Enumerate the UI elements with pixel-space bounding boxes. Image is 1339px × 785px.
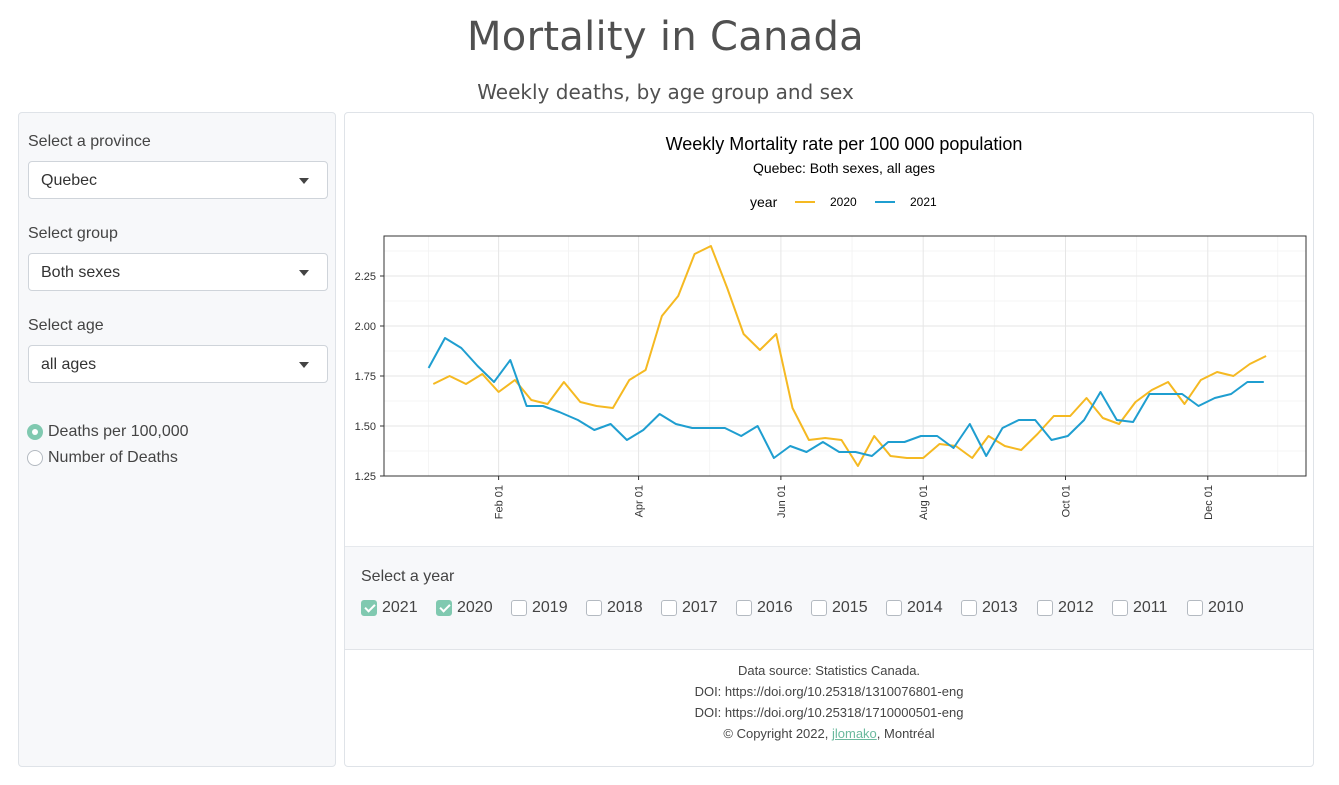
legend-label-2020: 2020 xyxy=(830,195,857,209)
year-checkbox-2021[interactable]: 2021 xyxy=(361,597,436,619)
year-checkbox-group: 2021 2020 2019 2018 2017 2016 2015 2014 2013 2012… xyxy=(361,597,1262,619)
checkbox-unchecked-icon[interactable] xyxy=(886,600,902,616)
chart-grid-major xyxy=(384,236,1306,477)
year-checkbox-label: 2019 xyxy=(532,599,568,616)
age-label: Select age xyxy=(28,317,104,334)
year-checkbox-label: 2013 xyxy=(982,599,1018,616)
year-checkbox-2020[interactable]: 2020 xyxy=(436,597,511,619)
year-checkbox-label: 2021 xyxy=(382,599,418,616)
checkbox-unchecked-icon[interactable] xyxy=(811,600,827,616)
radio-number-of-deaths[interactable]: Number of Deaths xyxy=(27,447,178,469)
group-select[interactable]: Both sexes xyxy=(28,253,328,291)
province-select[interactable]: Quebec xyxy=(28,161,328,199)
checkbox-checked-icon[interactable] xyxy=(436,600,452,616)
footer-doi-2: DOI: https://doi.org/10.25318/1710000501… xyxy=(694,705,964,720)
year-selector-panel: Select a year 2021 2020 2019 2018 2017 2016 20… xyxy=(345,546,1313,650)
plot-border xyxy=(383,235,1307,477)
year-checkbox-2010[interactable]: 2010 xyxy=(1187,597,1262,619)
x-tick-label: Feb 01 xyxy=(494,485,506,519)
copyright-suffix: , Montréal xyxy=(876,726,935,741)
x-tick-label: Oct 01 xyxy=(1060,485,1072,517)
year-checkbox-2017[interactable]: 2017 xyxy=(661,597,736,619)
x-tick-label: Apr 01 xyxy=(634,485,646,517)
year-checkbox-label: 2016 xyxy=(757,599,793,616)
checkbox-unchecked-icon[interactable] xyxy=(1187,600,1203,616)
caret-down-icon xyxy=(299,178,309,184)
chart-title: Weekly Mortality rate per 100 000 popula… xyxy=(666,134,1023,154)
legend-label-2021: 2021 xyxy=(910,195,937,209)
caret-down-icon xyxy=(299,362,309,368)
footer-copyright: © Copyright 2022, jlomako, Montréal xyxy=(345,723,1313,744)
footer: Data source: Statistics Canada. DOI: htt… xyxy=(345,660,1313,744)
checkbox-checked-icon[interactable] xyxy=(361,600,377,616)
x-tick-label: Jun 01 xyxy=(776,485,788,518)
y-tick-label: 1.25 xyxy=(355,471,376,483)
radio-unchecked-icon[interactable] xyxy=(27,450,43,466)
y-tick-label: 1.50 xyxy=(355,421,376,433)
year-checkbox-label: 2015 xyxy=(832,599,868,616)
year-checkbox-label: 2020 xyxy=(457,599,493,616)
checkbox-unchecked-icon[interactable] xyxy=(586,600,602,616)
group-select-value: Both sexes xyxy=(41,264,121,281)
y-tick-label: 2.25 xyxy=(355,271,376,283)
year-checkbox-label: 2014 xyxy=(907,599,943,616)
year-checkbox-2012[interactable]: 2012 xyxy=(1037,597,1112,619)
province-label: Select a province xyxy=(28,133,151,150)
age-select-value: all ages xyxy=(41,356,97,373)
radio-label: Number of Deaths xyxy=(48,449,178,466)
year-checkbox-label: 2011 xyxy=(1133,599,1168,616)
province-select-value: Quebec xyxy=(41,172,98,189)
series-line-2020 xyxy=(432,245,1267,467)
year-selector-label: Select a year xyxy=(361,568,455,585)
y-tick-label: 1.75 xyxy=(355,371,376,383)
checkbox-unchecked-icon[interactable] xyxy=(1037,600,1053,616)
mortality-chart: Weekly Mortality rate per 100 000 popula… xyxy=(355,134,1307,520)
x-tick-label: Dec 01 xyxy=(1203,485,1215,520)
page-subtitle: Weekly deaths, by age group and sex xyxy=(477,80,854,104)
radio-checked-icon[interactable] xyxy=(27,424,43,440)
series-line-2021 xyxy=(427,337,1264,459)
year-checkbox-label: 2017 xyxy=(682,599,718,616)
year-checkbox-label: 2010 xyxy=(1208,599,1244,616)
y-axis: 1.25 1.50 1.75 2.00 2.25 xyxy=(355,271,384,483)
checkbox-unchecked-icon[interactable] xyxy=(736,600,752,616)
year-checkbox-2011[interactable]: 2011 xyxy=(1112,597,1187,619)
age-select[interactable]: all ages xyxy=(28,345,328,383)
group-label: Select group xyxy=(28,225,118,242)
year-checkbox-label: 2012 xyxy=(1058,599,1094,616)
author-link[interactable]: jlomako xyxy=(831,726,877,741)
y-tick-label: 2.00 xyxy=(355,321,376,333)
year-checkbox-2013[interactable]: 2013 xyxy=(961,597,1037,619)
radio-deaths-per-100k[interactable]: Deaths per 100,000 xyxy=(27,421,189,443)
chart-series-layer xyxy=(427,245,1267,467)
year-checkbox-label: 2018 xyxy=(607,599,643,616)
checkbox-unchecked-icon[interactable] xyxy=(511,600,527,616)
year-checkbox-2014[interactable]: 2014 xyxy=(886,597,961,619)
chart-legend: year 2020 2021 xyxy=(750,194,937,210)
year-checkbox-2019[interactable]: 2019 xyxy=(511,597,586,619)
caret-down-icon xyxy=(299,270,309,276)
x-tick-label: Aug 01 xyxy=(918,485,930,520)
radio-label: Deaths per 100,000 xyxy=(48,423,189,440)
year-checkbox-2015[interactable]: 2015 xyxy=(811,597,886,619)
page-title: Mortality in Canada xyxy=(466,14,864,60)
copyright-prefix: © Copyright 2022, xyxy=(723,726,832,741)
x-axis: Feb 01 Apr 01 Jun 01 Aug 01 Oct 01 Dec 01 xyxy=(494,476,1215,520)
footer-source: Data source: Statistics Canada. xyxy=(737,663,921,678)
checkbox-unchecked-icon[interactable] xyxy=(961,600,977,616)
sidebar: Select a province Quebec Select group Bo… xyxy=(18,112,336,767)
footer-doi-1: DOI: https://doi.org/10.25318/1310076801… xyxy=(694,684,964,699)
checkbox-unchecked-icon[interactable] xyxy=(1112,600,1128,616)
year-checkbox-2018[interactable]: 2018 xyxy=(586,597,661,619)
chart-grid-minor xyxy=(384,236,1306,476)
year-checkbox-2016[interactable]: 2016 xyxy=(736,597,811,619)
chart-subtitle: Quebec: Both sexes, all ages xyxy=(753,160,935,176)
checkbox-unchecked-icon[interactable] xyxy=(661,600,677,616)
legend-title: year xyxy=(750,194,778,210)
main-card: Weekly Mortality rate per 100 000 popula… xyxy=(344,112,1314,767)
